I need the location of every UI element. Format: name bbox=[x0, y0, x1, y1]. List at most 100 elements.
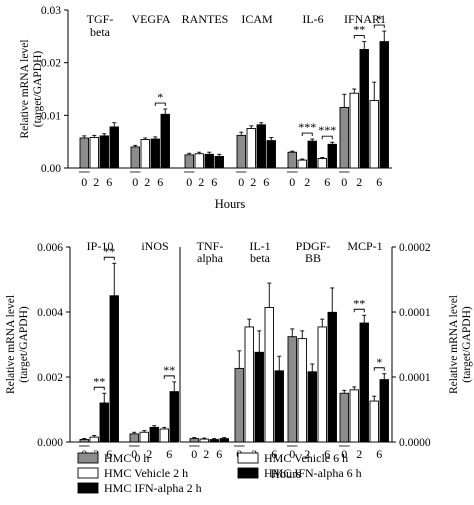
top-x-tick-label: 6 bbox=[263, 175, 269, 189]
bottom-right-bar bbox=[369, 400, 379, 443]
bottom-left-bar bbox=[149, 426, 159, 443]
top-bar bbox=[204, 153, 214, 169]
top-y-tick-label: 0.03 bbox=[41, 5, 61, 17]
top-bar bbox=[297, 159, 307, 169]
bottom-left-bar bbox=[79, 438, 89, 443]
top-bar bbox=[130, 146, 140, 169]
top-sig-label: ** bbox=[353, 23, 365, 37]
top-xlabel: Hours bbox=[215, 197, 246, 211]
bottom-right-bar bbox=[189, 438, 199, 443]
bottom-right-bar bbox=[264, 307, 274, 443]
bottom-right-y-tick-label: 0.0000 bbox=[399, 437, 431, 449]
top-x-tick-label: 2 bbox=[144, 175, 150, 189]
top-bar bbox=[184, 154, 194, 169]
top-sig-label: *** bbox=[298, 120, 316, 134]
bottom-right-x-tick-label: 0 bbox=[341, 447, 347, 461]
bottom-left-bar bbox=[139, 431, 149, 443]
bottom-right-x-tick-label: 6 bbox=[376, 447, 382, 461]
top-bar bbox=[109, 126, 119, 169]
top-bar bbox=[99, 135, 109, 169]
top-bar bbox=[266, 140, 276, 169]
top-x-tick-label: 6 bbox=[376, 175, 382, 189]
bottom-right-y-tick-label: 0.0001 bbox=[399, 372, 431, 384]
legend-label: HMC IFN-alpha 2 h bbox=[104, 481, 202, 495]
legend-swatch bbox=[237, 452, 259, 464]
top-x-tick-label: 2 bbox=[304, 175, 310, 189]
bottom-left-y-tick-label: 0.004 bbox=[37, 307, 63, 319]
bottom-left-sig-bracket bbox=[103, 256, 115, 261]
top-x-tick-label: 6 bbox=[157, 175, 163, 189]
bottom-right-y-tick-label: 0.0002 bbox=[399, 242, 431, 254]
top-sig-bracket bbox=[353, 35, 365, 39]
top-sig-label: * bbox=[376, 12, 382, 26]
top-bar bbox=[214, 155, 224, 169]
top-group-label: IL-6 bbox=[302, 12, 323, 26]
bottom-right-bar bbox=[209, 439, 219, 443]
legend-label: HMC Vehicle 2 h bbox=[104, 466, 188, 480]
legend-swatch bbox=[77, 482, 99, 494]
top-bar bbox=[140, 139, 150, 169]
bottom-right-group-label: beta bbox=[250, 251, 271, 265]
bottom-left-sig-label: ** bbox=[103, 244, 115, 258]
top-bar bbox=[359, 49, 369, 169]
top-x-tick-label: 6 bbox=[211, 175, 217, 189]
top-x-tick-label: 0 bbox=[289, 175, 295, 189]
bottom-right-x-tick-label: 0 bbox=[191, 447, 197, 461]
bottom-left-ylabel-line2: (target/GAPDH) bbox=[18, 306, 30, 383]
bottom-right-ylabel-line2: (target/GAPDH) bbox=[461, 306, 473, 383]
top-sig-bracket bbox=[321, 135, 333, 140]
top-bar bbox=[339, 106, 349, 169]
top-bar bbox=[327, 143, 337, 169]
top-bar bbox=[379, 41, 389, 169]
top-x-tick-label: 0 bbox=[186, 175, 192, 189]
top-x-tick-label: 0 bbox=[81, 175, 87, 189]
top-bar bbox=[150, 138, 160, 169]
top-y-tick-label: 0.00 bbox=[41, 163, 61, 175]
top-bar bbox=[236, 134, 246, 169]
bottom-right-x-tick-label: 2 bbox=[304, 447, 310, 461]
bottom-right-x-tick-label: 6 bbox=[216, 447, 222, 461]
bottom-right-bar bbox=[199, 438, 209, 443]
top-x-tick-label: 2 bbox=[198, 175, 204, 189]
top-group-label: RANTES bbox=[182, 12, 229, 26]
bottom-left-x-tick-label: 6 bbox=[106, 447, 112, 461]
bottom-right-sig-label: ** bbox=[353, 296, 365, 310]
bottom-right-bar bbox=[254, 351, 264, 443]
bottom-left-x-tick-label: 0 bbox=[131, 447, 137, 461]
bottom-right-bar bbox=[219, 438, 229, 443]
top-group-label: beta bbox=[90, 25, 111, 39]
bottom-right-group-label: TNF- bbox=[197, 239, 224, 253]
bottom-right-bar bbox=[244, 326, 254, 443]
legend-label: HMC 0 h bbox=[104, 451, 149, 465]
bottom-left-x-tick-label: 6 bbox=[166, 447, 172, 461]
top-group-label: ICAM bbox=[241, 12, 273, 26]
bottom-right-sig-bracket bbox=[373, 367, 385, 371]
legend-swatch bbox=[77, 467, 99, 479]
bottom-right-bar bbox=[327, 311, 337, 443]
top-bar bbox=[256, 124, 266, 169]
bottom-right-bar bbox=[307, 371, 317, 443]
bottom-right-bar bbox=[359, 322, 369, 443]
bottom-right-group-label: MCP-1 bbox=[347, 239, 382, 253]
top-bar bbox=[307, 140, 317, 169]
bottom-left-bar bbox=[159, 428, 169, 443]
bottom-left-group-label: IP-10 bbox=[87, 239, 114, 253]
bottom-right-bar bbox=[379, 379, 389, 443]
top-x-tick-label: 6 bbox=[106, 175, 112, 189]
bottom-right-bar bbox=[274, 370, 284, 443]
bottom-left-bar bbox=[129, 433, 139, 443]
bottom-left-group-label: iNOS bbox=[141, 239, 168, 253]
bottom-left-ylabel-line1: Relative mRNA level bbox=[5, 295, 17, 394]
bottom-right-group-label: alpha bbox=[197, 251, 224, 265]
bottom-right-bar bbox=[349, 389, 359, 443]
top-bar bbox=[89, 137, 99, 169]
top-group-label: IFNAR1 bbox=[344, 12, 386, 26]
bottom-left-y-tick-label: 0.000 bbox=[37, 437, 63, 449]
bottom-left-bar bbox=[169, 391, 179, 443]
legend-swatch bbox=[237, 467, 259, 479]
top-sig-label: * bbox=[157, 90, 163, 104]
top-bar bbox=[79, 137, 89, 169]
bottom-right-sig-bracket bbox=[353, 308, 365, 313]
bottom-left-sig-bracket bbox=[93, 386, 105, 391]
top-y-tick-label: 0.01 bbox=[41, 110, 61, 122]
